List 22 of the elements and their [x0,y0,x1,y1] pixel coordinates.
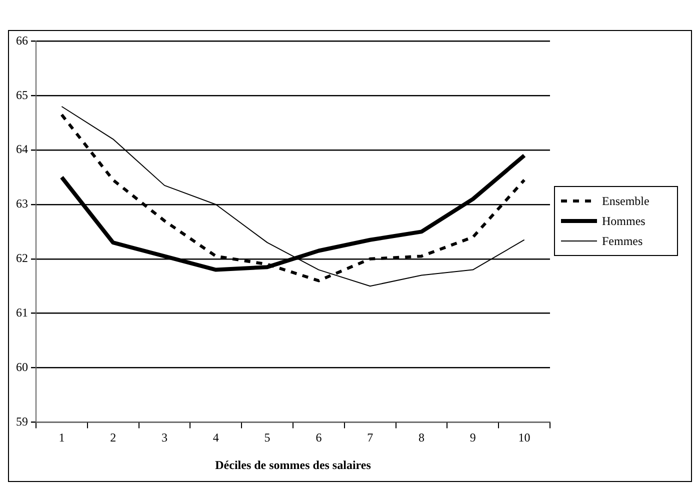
x-tick-label: 2 [110,430,116,445]
legend-label: Femmes [602,234,643,248]
x-axis-title: Déciles de sommes des salaires [215,458,372,472]
x-tick-label: 6 [316,430,322,445]
y-tick-label: 64 [16,142,28,156]
x-tick-label: 3 [162,430,168,445]
x-tick-label: 9 [470,430,476,445]
y-tick-label: 61 [16,306,28,320]
x-tick-label: 8 [418,430,424,445]
x-tick-label: 1 [58,430,65,445]
legend-label: Hommes [602,214,646,228]
y-tick-label: 66 [16,33,28,48]
y-tick-label: 60 [16,360,28,374]
x-tick-label: 5 [264,430,270,445]
x-tick-label: 10 [518,430,530,445]
y-tick-label: 65 [16,88,28,102]
y-tick-label: 59 [16,414,28,428]
y-tick-label: 63 [16,196,28,211]
x-tick-label: 7 [367,430,374,445]
legend-label: Ensemble [602,194,650,208]
x-tick-label: 4 [212,430,219,445]
y-tick-label: 62 [16,251,28,266]
